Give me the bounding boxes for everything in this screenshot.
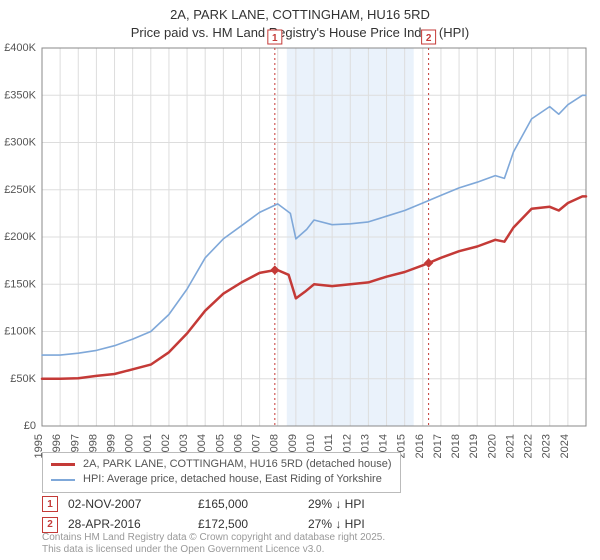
chart-area: £0£50K£100K£150K£200K£250K£300K£350K£400…: [42, 48, 586, 426]
footer-attribution: Contains HM Land Registry data © Crown c…: [42, 532, 385, 556]
sale-hpi: 29% ↓ HPI: [308, 494, 428, 514]
svg-text:2021: 2021: [504, 434, 516, 458]
title-line1: 2A, PARK LANE, COTTINGHAM, HU16 5RD: [0, 6, 600, 24]
sale-date: 02-NOV-2007: [68, 494, 198, 514]
svg-text:£150K: £150K: [4, 278, 36, 290]
svg-text:£0: £0: [24, 420, 36, 432]
svg-text:2019: 2019: [468, 434, 480, 458]
legend-swatch: [51, 479, 75, 481]
footer-line2: This data is licensed under the Open Gov…: [42, 544, 385, 556]
svg-text:2: 2: [426, 33, 432, 44]
svg-text:2018: 2018: [450, 434, 462, 458]
footer-line1: Contains HM Land Registry data © Crown c…: [42, 532, 385, 544]
svg-text:1: 1: [272, 33, 278, 44]
svg-text:2023: 2023: [541, 434, 553, 458]
legend-label: 2A, PARK LANE, COTTINGHAM, HU16 5RD (det…: [83, 457, 392, 472]
svg-text:£250K: £250K: [4, 184, 36, 196]
svg-text:2022: 2022: [523, 434, 535, 458]
legend-swatch: [51, 463, 75, 466]
sale-price: £165,000: [198, 494, 308, 514]
legend-label: HPI: Average price, detached house, East…: [83, 472, 382, 487]
svg-text:2024: 2024: [559, 434, 571, 458]
chart-title: 2A, PARK LANE, COTTINGHAM, HU16 5RD Pric…: [0, 0, 600, 41]
sales-table: 102-NOV-2007£165,00029% ↓ HPI228-APR-201…: [42, 494, 428, 535]
svg-text:£200K: £200K: [4, 231, 36, 243]
sale-marker: 2: [42, 517, 58, 533]
line-chart: £0£50K£100K£150K£200K£250K£300K£350K£400…: [42, 48, 586, 426]
svg-text:2020: 2020: [486, 434, 498, 458]
svg-text:£400K: £400K: [4, 42, 36, 54]
svg-text:2017: 2017: [432, 434, 444, 458]
legend-item: HPI: Average price, detached house, East…: [51, 472, 392, 487]
svg-text:£350K: £350K: [4, 89, 36, 101]
legend-item: 2A, PARK LANE, COTTINGHAM, HU16 5RD (det…: [51, 457, 392, 472]
svg-text:£300K: £300K: [4, 137, 36, 149]
svg-text:2016: 2016: [414, 434, 426, 458]
sale-row: 1 02-NOV-2007£165,00029% ↓ HPI: [42, 494, 428, 514]
title-line2: Price paid vs. HM Land Registry's House …: [0, 24, 600, 42]
svg-text:£50K: £50K: [10, 373, 36, 385]
legend: 2A, PARK LANE, COTTINGHAM, HU16 5RD (det…: [42, 452, 401, 493]
svg-text:£100K: £100K: [4, 326, 36, 338]
sale-marker: 1: [42, 496, 58, 512]
